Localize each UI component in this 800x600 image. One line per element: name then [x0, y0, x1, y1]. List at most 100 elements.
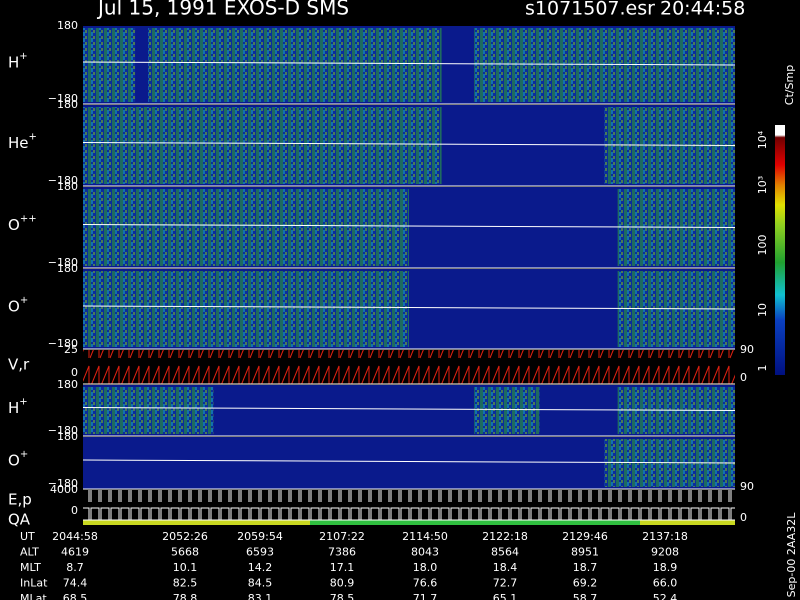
qa-bar — [310, 520, 640, 525]
panel-label: H+ — [8, 397, 28, 418]
table-cell: 2107:22 — [319, 530, 365, 543]
colorbar-label: 10³ — [756, 176, 769, 194]
table-cell: 80.9 — [330, 577, 355, 590]
table-cell: 52.4 — [653, 592, 678, 600]
table-cell: 66.0 — [653, 577, 678, 590]
panel-label-sup: + — [20, 449, 28, 460]
y-tick-label: 25 — [64, 343, 78, 356]
panel-label: O+ — [8, 449, 28, 470]
table-cell: 2059:54 — [237, 530, 283, 543]
y-tick-label: −180 — [48, 477, 78, 490]
y-tick-label: −180 — [48, 256, 78, 269]
row-label: UT — [20, 530, 35, 543]
table-cell: 65.1 — [493, 592, 518, 600]
y-tick-label: 0 — [71, 504, 78, 517]
texture — [83, 271, 409, 347]
row-label: InLat — [20, 577, 48, 590]
table-cell: 78.8 — [173, 592, 198, 600]
title: Jul 15, 1991 EXOS-D SMS — [96, 0, 349, 20]
table-cell: 83.1 — [248, 592, 273, 600]
table-cell: 72.7 — [493, 577, 518, 590]
table-cell: 8.7 — [66, 561, 84, 574]
y-tick-label: 180 — [57, 19, 78, 32]
time: 20:44:58 — [660, 0, 745, 20]
texture — [83, 28, 136, 102]
table-cell: 84.5 — [248, 577, 273, 590]
panel-label: O+ — [8, 295, 28, 316]
table-cell: 2044:58 — [52, 530, 98, 543]
table-cell: 76.6 — [413, 577, 438, 590]
table-cell: 8951 — [571, 546, 599, 559]
panel-label-sup: + — [19, 397, 27, 408]
panel-label-sup: + — [29, 132, 37, 143]
table-cell: 69.2 — [573, 577, 598, 590]
table-cell: 2122:18 — [482, 530, 528, 543]
table-cell: 9208 — [651, 546, 679, 559]
colorbar-label: 1 — [756, 365, 769, 372]
table-cell: 4619 — [61, 546, 89, 559]
velocity-panel — [83, 350, 735, 384]
y-tick-label: −180 — [48, 424, 78, 437]
y2-tick-label: 0 — [740, 371, 747, 384]
y-tick-label: 180 — [57, 430, 78, 443]
y-tick-label: −180 — [48, 174, 78, 187]
table-cell: 82.5 — [173, 577, 198, 590]
colorbar-unit: Ct/Smp — [783, 65, 796, 105]
y-tick-label: 180 — [57, 98, 78, 111]
y2-tick-label: 0 — [740, 511, 747, 524]
y-tick-label: −180 — [48, 337, 78, 350]
footer: Sep-00 2AA32L — [785, 512, 798, 598]
table-cell: 18.0 — [413, 561, 438, 574]
file-name: s1071507.esr — [525, 0, 655, 20]
table-cell: 7386 — [328, 546, 356, 559]
colorbar-label: 10 — [756, 303, 769, 317]
row-label: MLT — [20, 561, 41, 574]
table-cell: 14.2 — [248, 561, 273, 574]
table-cell: 18.7 — [573, 561, 598, 574]
panel-label: He+ — [8, 132, 37, 153]
table-cell: 2114:50 — [402, 530, 448, 543]
table-cell: 74.4 — [63, 577, 88, 590]
texture — [83, 107, 442, 184]
trace — [82, 407, 736, 411]
texture — [148, 28, 442, 102]
y2-tick-label: 90 — [740, 480, 754, 493]
table-cell: 2137:18 — [642, 530, 688, 543]
table-cell: 58.7 — [573, 592, 598, 600]
table-cell: 10.1 — [173, 561, 198, 574]
table-cell: 8564 — [491, 546, 519, 559]
panel-label: H+ — [8, 51, 28, 72]
y-tick-label: 180 — [57, 180, 78, 193]
panel-label: QA — [8, 511, 31, 529]
table-cell: 2129:46 — [562, 530, 608, 543]
y-tick-label: 180 — [57, 378, 78, 391]
panel-label: V,r — [8, 356, 30, 374]
table-cell: 6593 — [246, 546, 274, 559]
panel-label-sup: + — [19, 51, 27, 62]
table-cell: 71.7 — [413, 592, 438, 600]
texture — [83, 387, 214, 434]
table-cell: 8043 — [411, 546, 439, 559]
panel-label: E,p — [8, 491, 32, 509]
colorbar-label: 100 — [756, 235, 769, 256]
texture — [474, 387, 540, 434]
y-tick-label: −180 — [48, 92, 78, 105]
trace — [82, 61, 736, 66]
table-cell: 18.9 — [653, 561, 678, 574]
panel-label-sup: + — [20, 295, 28, 306]
table-cell: 2052:26 — [162, 530, 208, 543]
colorbar — [775, 125, 785, 375]
table-cell: 78.5 — [330, 592, 355, 600]
trace — [82, 305, 736, 310]
table-cell: 5668 — [171, 546, 199, 559]
row-label: ALT — [20, 546, 39, 559]
y-tick-label: 4000 — [50, 483, 78, 496]
colorbar-label: 10⁴ — [756, 130, 769, 149]
texture — [83, 189, 409, 266]
trace — [82, 142, 736, 146]
panel-label-sup: ++ — [20, 214, 37, 225]
trace — [82, 459, 736, 464]
row-label: MLat — [20, 592, 47, 600]
